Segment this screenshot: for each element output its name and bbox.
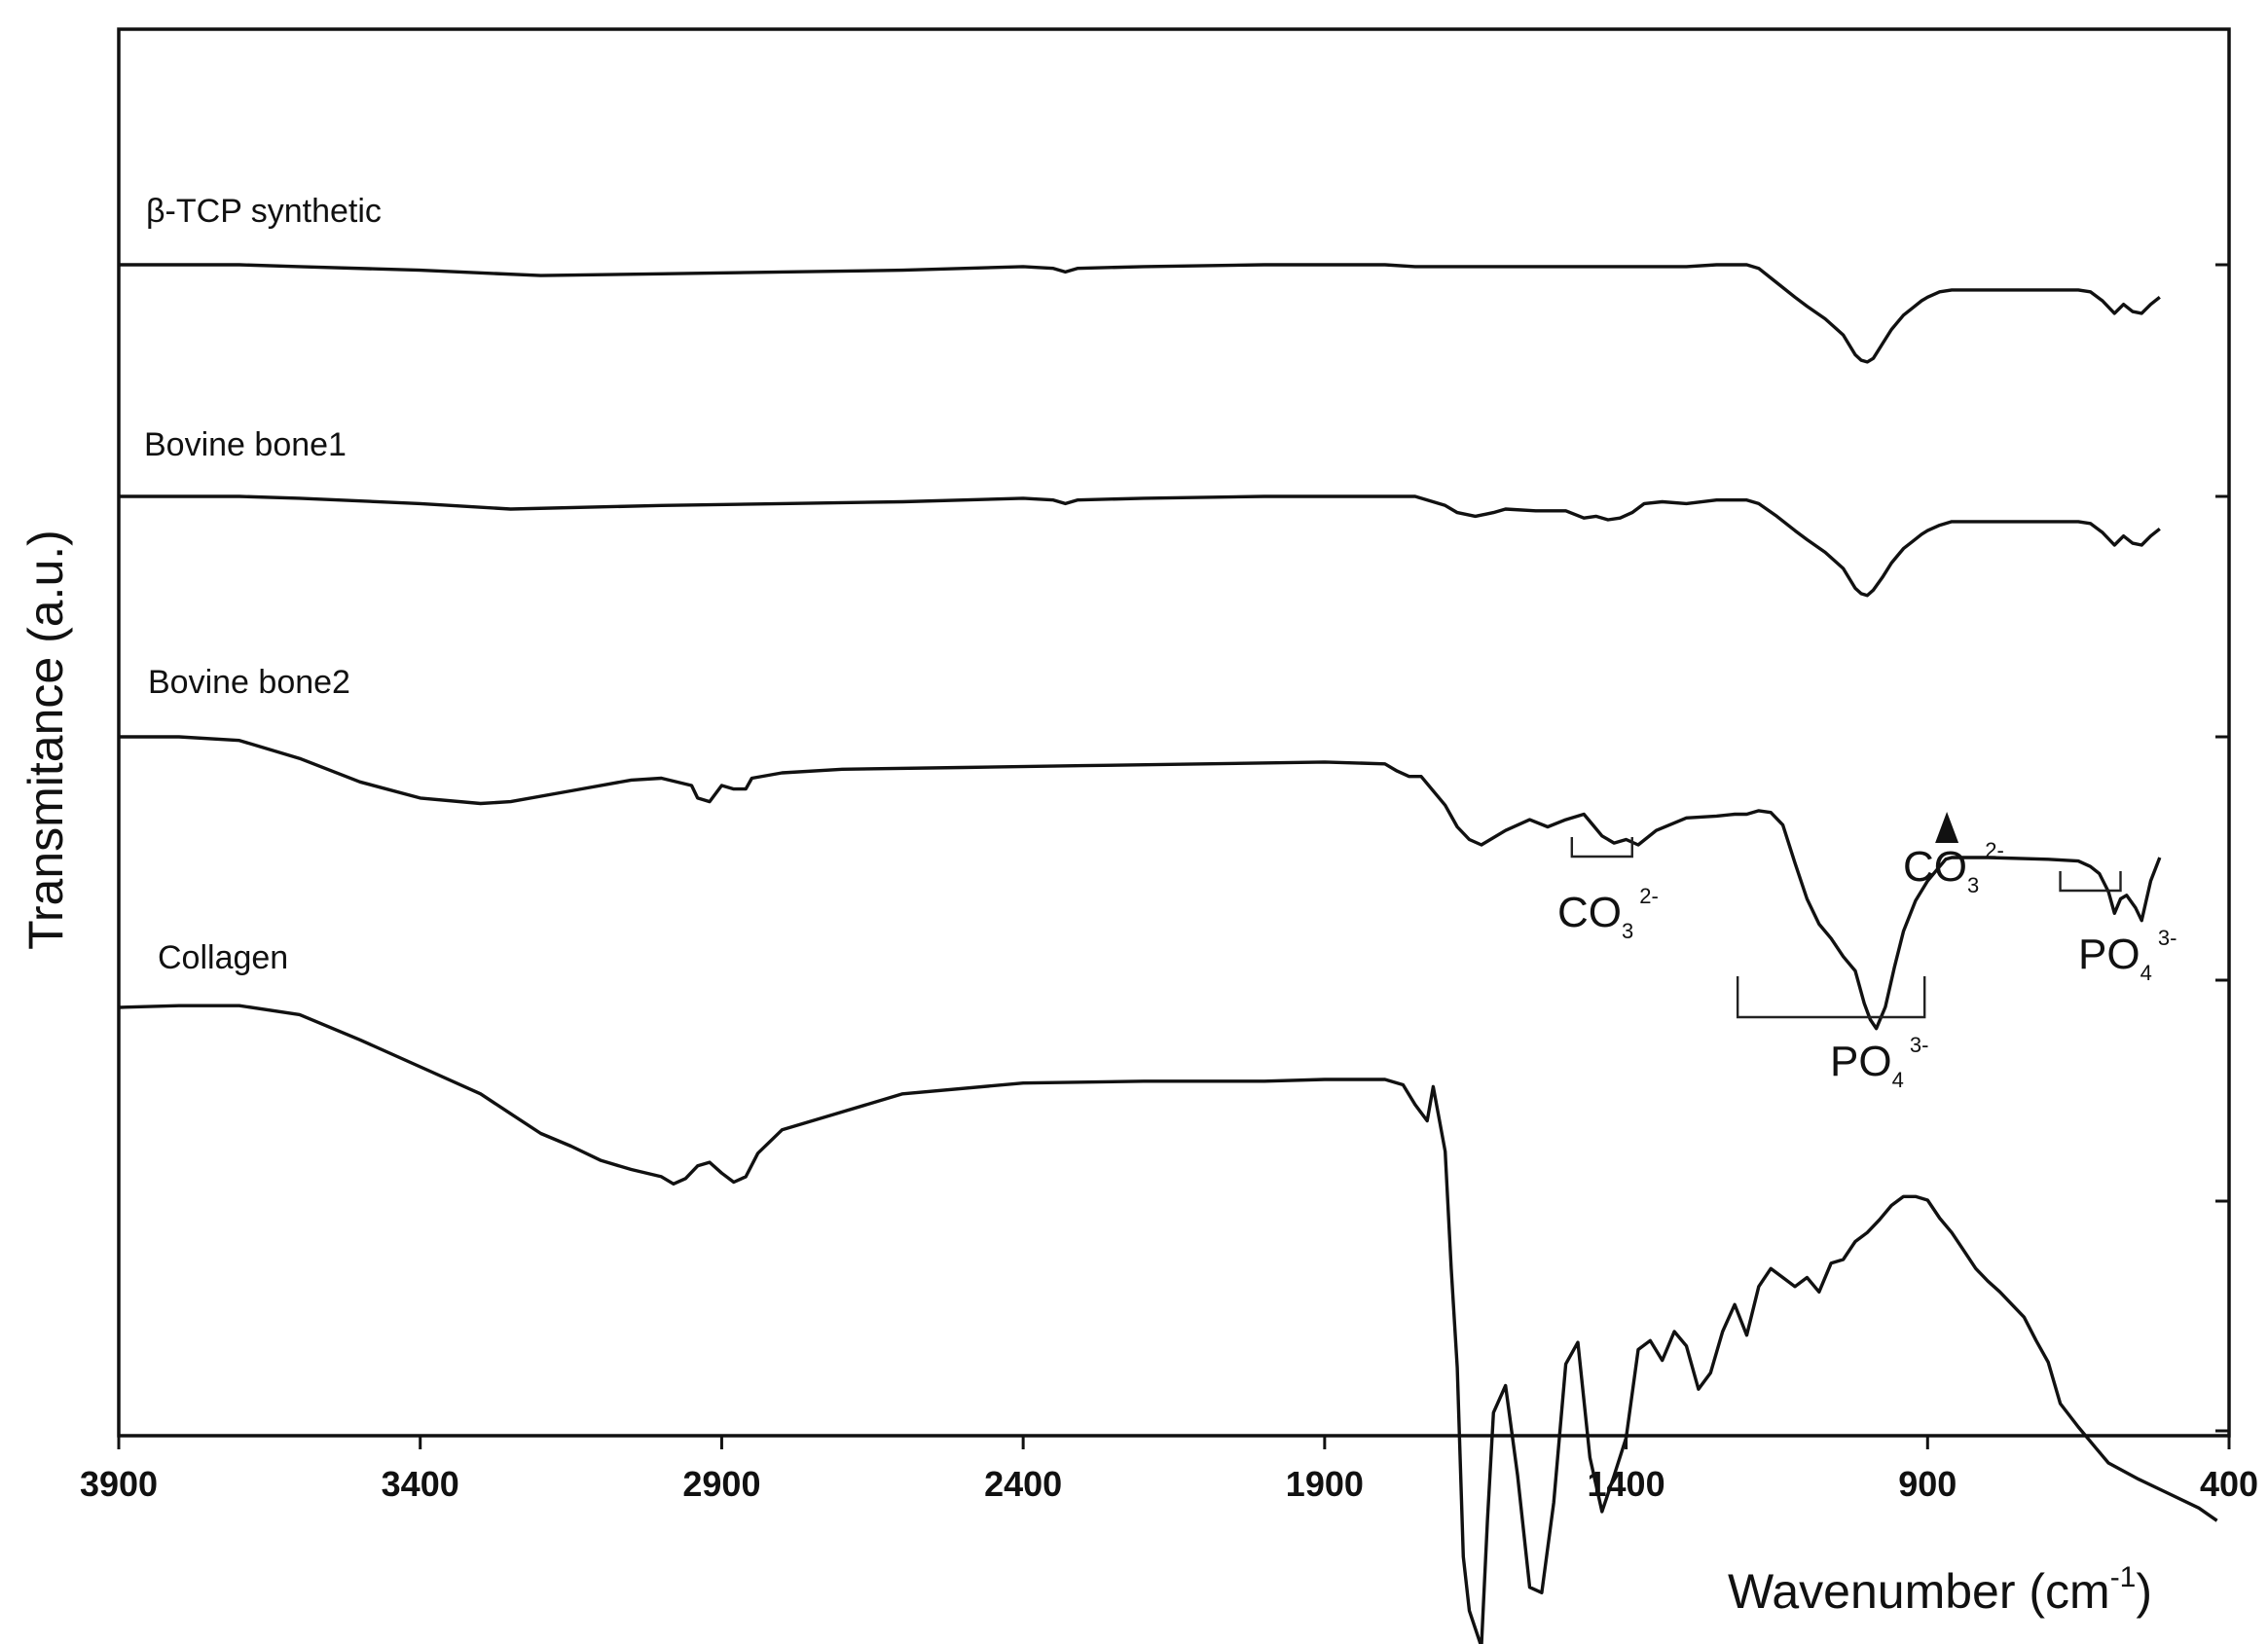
spectrum-line bbox=[119, 263, 2161, 364]
series-label: Bovine bone2 bbox=[148, 664, 350, 701]
series-label: Collagen bbox=[158, 939, 288, 976]
series-label: β-TCP synthetic bbox=[146, 193, 382, 230]
spectra: β-TCP synthetic Bovine bone1 Bovine bone2 C… bbox=[118, 193, 2218, 1644]
x-tick-label: 1900 bbox=[1286, 1464, 1364, 1504]
x-axis-label: Wavenumber (cm-1) bbox=[1728, 1561, 2152, 1619]
series-label: Bovine bone1 bbox=[144, 426, 347, 463]
spectrum-line bbox=[118, 1004, 2218, 1644]
band-arrow-marker bbox=[1935, 812, 1959, 843]
y-axis-label: Transmitance (a.u.) bbox=[18, 530, 73, 950]
band-label: CO32- bbox=[1903, 838, 2004, 897]
x-tick-label: 3400 bbox=[382, 1464, 459, 1504]
x-tick-label: 3900 bbox=[80, 1464, 158, 1504]
x-tick-label: 2400 bbox=[984, 1464, 1062, 1504]
band-label: PO43- bbox=[2078, 926, 2177, 985]
band-label: PO43- bbox=[1830, 1033, 1928, 1092]
x-tick-label: 900 bbox=[1898, 1464, 1957, 1504]
x-tick-label: 2900 bbox=[682, 1464, 760, 1504]
band-annotations: CO32- CO32- PO43- PO43- bbox=[1557, 812, 2177, 1092]
spectrum-line bbox=[119, 494, 2161, 598]
band-bracket bbox=[2059, 871, 2122, 893]
x-tick-label: 400 bbox=[2200, 1464, 2258, 1504]
band-bracket bbox=[1570, 837, 1633, 859]
spectrum-line bbox=[119, 735, 2162, 1031]
band-label: CO32- bbox=[1557, 884, 1659, 943]
band-bracket bbox=[1736, 976, 1926, 1019]
plot-frame bbox=[117, 27, 2231, 1438]
